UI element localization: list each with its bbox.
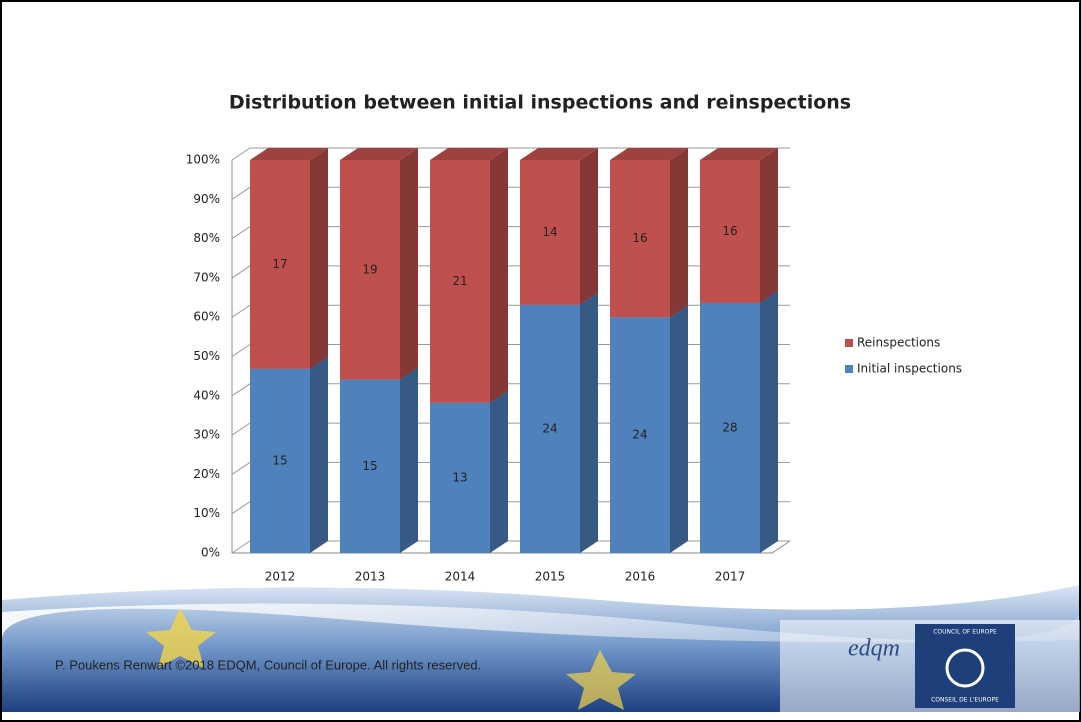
y-tick-label: 80% — [193, 231, 220, 245]
bar-side — [580, 148, 598, 305]
background-banner — [1, 585, 1080, 712]
bar — [340, 379, 400, 553]
footer-text: P. Poukens Renwart ©2018 EDQM, Council o… — [55, 657, 481, 672]
data-label: 16 — [632, 231, 647, 245]
bar — [520, 304, 580, 553]
bar — [250, 160, 310, 369]
y-tick-label: 60% — [193, 310, 220, 324]
data-label: 19 — [362, 262, 377, 276]
y-tick-label: 90% — [193, 192, 220, 206]
bar-side — [490, 148, 508, 403]
y-tick-label: 30% — [193, 428, 220, 442]
y-tick-label: 20% — [193, 467, 220, 481]
bar-side — [760, 148, 778, 303]
coe-logo-bottom: CONSEIL DE L'EUROPE — [931, 697, 999, 704]
bar-top — [430, 148, 508, 160]
bar-top — [700, 148, 778, 160]
y-tick-label: 50% — [193, 349, 220, 363]
x-tick-label: 2012 — [265, 570, 296, 584]
bar-side — [490, 390, 508, 553]
data-label: 15 — [362, 459, 377, 473]
x-tick-label: 2016 — [625, 570, 656, 584]
data-label: 17 — [272, 257, 287, 271]
chart-title: Distribution between initial inspections… — [229, 92, 851, 114]
legend-swatch — [845, 339, 853, 347]
bar-side — [670, 305, 688, 553]
bar — [610, 317, 670, 553]
data-label: 24 — [632, 428, 647, 442]
x-tick-label: 2014 — [445, 570, 476, 584]
bar — [430, 402, 490, 553]
bar — [700, 302, 760, 553]
bar — [250, 368, 310, 553]
legend-swatch — [845, 365, 853, 373]
bar-side — [400, 148, 418, 380]
data-label: 21 — [452, 274, 467, 288]
data-label: 13 — [452, 470, 467, 484]
y-tick-label: 70% — [193, 270, 220, 284]
y-tick-label: 0% — [201, 546, 220, 560]
data-label: 24 — [542, 421, 557, 435]
bar — [430, 160, 490, 403]
x-tick-label: 2013 — [355, 570, 386, 584]
bar-top — [340, 148, 418, 160]
data-label: 28 — [722, 420, 737, 434]
bar-side — [310, 356, 328, 553]
bar — [340, 160, 400, 380]
data-label: 15 — [272, 453, 287, 467]
bar-side — [670, 148, 688, 318]
y-tick-label: 100% — [186, 153, 220, 167]
floor — [232, 540, 791, 554]
y-tick-label: 10% — [193, 506, 220, 520]
bar-top — [520, 148, 598, 160]
data-label: 14 — [542, 225, 557, 239]
bar-top — [610, 148, 688, 160]
data-label: 16 — [722, 224, 737, 238]
bar — [700, 160, 760, 303]
bar-side — [760, 290, 778, 553]
x-tick-label: 2015 — [535, 570, 566, 584]
y-tick-label: 40% — [193, 388, 220, 402]
x-tick-label: 2017 — [715, 570, 746, 584]
coe-logo-top: COUNCIL OF EUROPE — [933, 629, 997, 636]
edqm-logo: edqm — [848, 636, 900, 662]
bar-top — [250, 148, 328, 160]
bar-side — [400, 367, 418, 553]
legend-label: Reinspections — [857, 336, 940, 350]
bar — [610, 160, 670, 318]
bar-side — [580, 292, 598, 553]
bar — [520, 160, 580, 305]
grid-line — [231, 147, 790, 161]
bar-side — [310, 148, 328, 369]
legend-label: Initial inspections — [857, 362, 962, 376]
